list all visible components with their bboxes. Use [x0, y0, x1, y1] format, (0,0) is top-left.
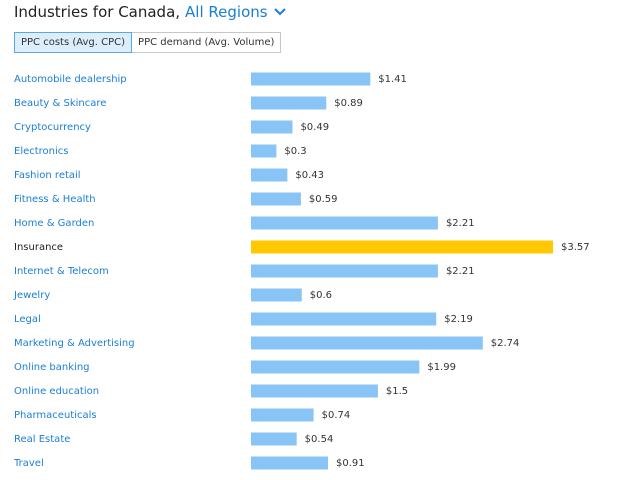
- bar: [251, 288, 302, 302]
- category-label[interactable]: Online banking: [14, 362, 90, 373]
- value-label: $0.43: [295, 170, 324, 181]
- bar: [251, 408, 314, 422]
- value-label: $1.5: [386, 386, 408, 397]
- bar: [251, 312, 437, 326]
- category-label[interactable]: Online education: [14, 386, 99, 397]
- category-label[interactable]: Real Estate: [14, 434, 70, 445]
- value-label: $0.54: [305, 434, 334, 445]
- region-link[interactable]: All Regions: [185, 3, 268, 21]
- bar: [251, 144, 277, 158]
- value-label: $2.19: [444, 314, 473, 325]
- bar: [251, 360, 420, 374]
- bar: [251, 192, 301, 206]
- category-label[interactable]: Legal: [14, 314, 41, 325]
- bar: [251, 168, 288, 182]
- header: Industries for Canada, All Regions: [14, 3, 286, 21]
- bar: [251, 96, 327, 110]
- category-label[interactable]: Fashion retail: [14, 170, 81, 181]
- value-label: $3.57: [561, 242, 590, 253]
- value-label: $0.49: [300, 122, 329, 133]
- value-label: $0.6: [310, 290, 332, 301]
- category-label[interactable]: Cryptocurrency: [14, 122, 91, 133]
- bar: [251, 456, 328, 470]
- category-label[interactable]: Electronics: [14, 146, 69, 157]
- category-label[interactable]: Marketing & Advertising: [14, 338, 135, 349]
- bar: [251, 72, 371, 86]
- title: Industries for Canada,: [14, 3, 181, 21]
- category-label[interactable]: Travel: [13, 458, 44, 469]
- value-label: $2.21: [446, 266, 475, 277]
- value-label: $1.41: [378, 74, 407, 85]
- category-label[interactable]: Beauty & Skincare: [14, 98, 106, 109]
- category-label[interactable]: Insurance: [14, 242, 63, 253]
- value-label: $0.59: [309, 194, 338, 205]
- bar: [251, 120, 293, 134]
- category-label[interactable]: Internet & Telecom: [14, 266, 109, 277]
- category-label[interactable]: Fitness & Health: [14, 194, 96, 205]
- bar: [251, 384, 378, 398]
- value-label: $0.74: [322, 410, 351, 421]
- bar: [251, 336, 483, 350]
- tab[interactable]: PPC costs (Avg. CPC): [14, 32, 133, 53]
- category-label[interactable]: Automobile dealership: [14, 74, 127, 85]
- bar: [251, 432, 297, 446]
- category-label[interactable]: Home & Garden: [14, 218, 94, 229]
- bar: [251, 264, 438, 278]
- chevron[interactable]: [273, 8, 286, 16]
- value-label: $0.91: [336, 458, 365, 469]
- tabs: PPC costs (Avg. CPC) PPC demand (Avg. Vo…: [14, 32, 282, 53]
- bar: [251, 240, 553, 254]
- value-label: $2.21: [446, 218, 475, 229]
- value-label: $1.99: [427, 362, 456, 373]
- value-label: $2.74: [491, 338, 520, 349]
- category-label[interactable]: Jewelry: [13, 290, 50, 301]
- bar: [251, 216, 438, 230]
- category-label[interactable]: Pharmaceuticals: [14, 410, 97, 421]
- value-label: $0.3: [284, 146, 306, 157]
- tab[interactable]: PPC demand (Avg. Volume): [132, 32, 282, 53]
- value-label: $0.89: [334, 98, 363, 109]
